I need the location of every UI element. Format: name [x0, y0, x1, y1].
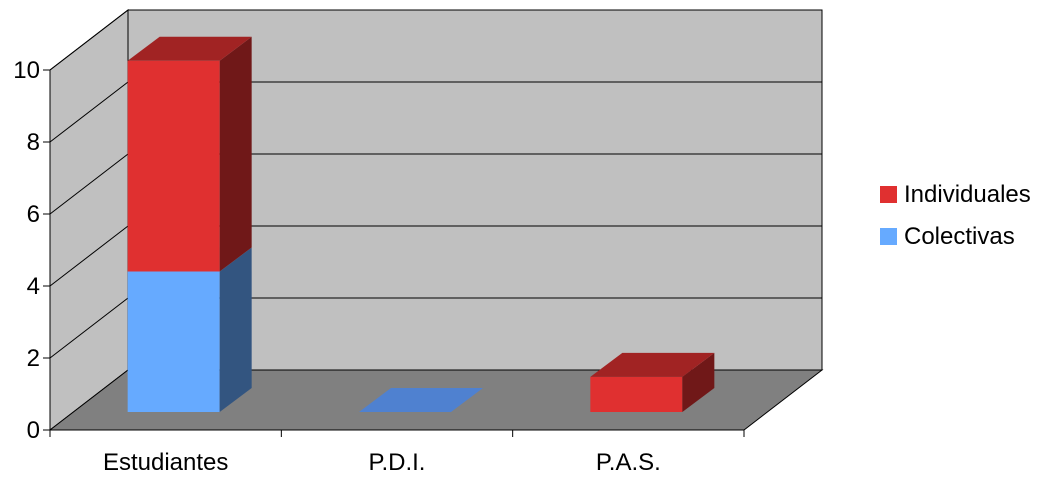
- side-gridline-8: [49, 81, 129, 143]
- legend-swatch-colectivas: [880, 228, 897, 245]
- side-gridline-6: [49, 153, 129, 215]
- bar-3-individuales-front: [590, 376, 683, 412]
- bar-1-individuales-side: [219, 36, 252, 272]
- legend-label-individuales: Individuales: [904, 181, 1031, 208]
- bar-3-individuales-side: [682, 352, 715, 412]
- y-tick-label-2: 2: [27, 345, 40, 372]
- bar-1-top: [127, 36, 252, 61]
- x-tick-label-1: Estudiantes: [103, 449, 228, 476]
- legend-swatch-individuales: [880, 186, 897, 203]
- bar-1-individuales-front: [127, 60, 220, 272]
- bar-3-top: [590, 352, 715, 377]
- x-tick-label-2: P.D.I.: [369, 449, 426, 476]
- y-tick-label-6: 6: [27, 201, 40, 228]
- y-tick-label-4: 4: [27, 273, 40, 300]
- legend-label-colectivas: Colectivas: [904, 223, 1015, 250]
- side-gridline-10: [49, 9, 129, 71]
- side-gridline-2: [49, 297, 129, 359]
- bar-2-empty: [359, 388, 483, 412]
- bar-1-colectivas-front: [127, 271, 220, 412]
- bar-1-colectivas-side: [219, 247, 252, 412]
- side-gridline-4: [49, 225, 129, 287]
- y-tick-label-10: 10: [13, 57, 40, 84]
- y-tick-label-8: 8: [27, 129, 40, 156]
- side-wall: [49, 8, 129, 432]
- y-tick-label-0: 0: [27, 417, 40, 444]
- x-tick-label-3: P.A.S.: [596, 449, 661, 476]
